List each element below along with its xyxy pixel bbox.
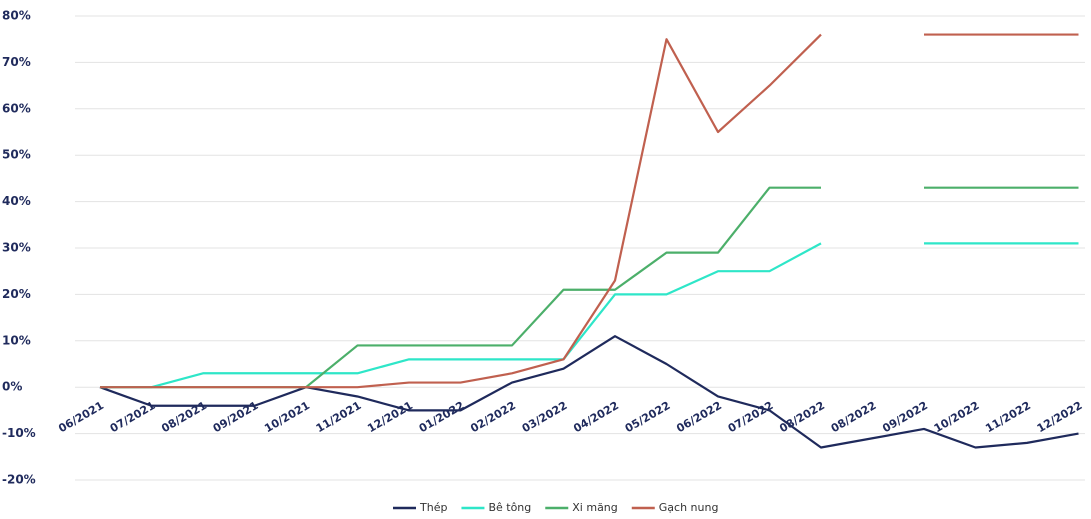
y-tick-label: 70% (2, 55, 31, 69)
x-tick-label: 11/2021 (314, 399, 364, 435)
x-tick-label: 01/2022 (417, 399, 467, 435)
legend-label: Xi măng (572, 501, 618, 514)
x-tick-label: 10/2022 (932, 399, 982, 435)
x-tick-label: 06/2021 (56, 399, 106, 435)
y-tick-label: 40% (2, 194, 31, 208)
series-line (99, 335, 1079, 449)
x-tick-label: 10/2021 (262, 399, 312, 435)
y-tick-label: 80% (2, 9, 31, 23)
y-tick-label: 60% (2, 101, 31, 115)
x-tick-label: 03/2022 (520, 399, 570, 435)
series-line (100, 33, 1079, 389)
x-tick-label: 08/2022 (777, 399, 827, 435)
legend: Thép Bê tông Xi măng Gạch nung (393, 501, 718, 514)
y-tick-label: 20% (2, 287, 31, 301)
y-tick-label: 0% (2, 380, 22, 394)
y-tick-label: -10% (2, 426, 36, 440)
x-tick-label: 06/2022 (674, 399, 724, 435)
y-tick-label: 30% (2, 241, 31, 255)
y-tick-label: -20% (2, 473, 36, 487)
x-tick-label: 08/2021 (159, 399, 209, 435)
series-line (100, 242, 1079, 389)
x-tick-label: 05/2022 (623, 399, 673, 435)
x-tick-label: 08/2022 (829, 399, 879, 435)
legend-label: Gạch nung (659, 501, 719, 514)
y-tick-label: 10% (2, 333, 31, 347)
y-tick-label: 50% (2, 148, 31, 162)
series-line (100, 186, 1079, 389)
x-tick-label: 11/2022 (983, 399, 1033, 435)
x-tick-label: 12/2022 (1035, 399, 1085, 435)
x-tick-label: 02/2022 (468, 399, 518, 435)
legend-label: Thép (419, 501, 447, 514)
x-tick-label: 04/2022 (571, 399, 621, 435)
x-tick-label: 09/2021 (211, 399, 261, 435)
legend-label: Bê tông (488, 501, 531, 514)
